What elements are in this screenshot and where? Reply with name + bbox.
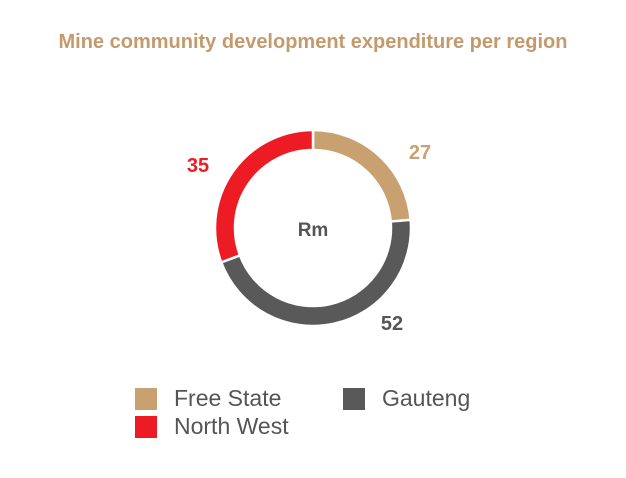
data-label-free-state: 27 bbox=[409, 142, 431, 164]
legend-swatch bbox=[135, 415, 157, 438]
donut-slices bbox=[213, 128, 413, 328]
legend-item-gauteng: Gauteng bbox=[343, 385, 470, 412]
legend-swatch bbox=[343, 387, 365, 410]
legend-item-free-state: Free State bbox=[135, 385, 281, 412]
legend-swatch bbox=[135, 387, 157, 410]
data-label-gauteng: 52 bbox=[381, 313, 403, 335]
legend-item-north-west: North West bbox=[135, 413, 289, 440]
legend-label: Gauteng bbox=[382, 385, 471, 411]
legend-label: North West bbox=[174, 413, 289, 439]
data-labels: 27 52 35 bbox=[187, 142, 431, 335]
data-label-north-west: 35 bbox=[187, 155, 209, 177]
donut-slice-north-west bbox=[213, 128, 315, 264]
donut-slice-free-state bbox=[311, 128, 413, 223]
legend-label: Free State bbox=[174, 385, 282, 411]
center-label: Rm bbox=[298, 220, 329, 241]
chart-title: Mine community development expenditure p… bbox=[58, 31, 568, 53]
